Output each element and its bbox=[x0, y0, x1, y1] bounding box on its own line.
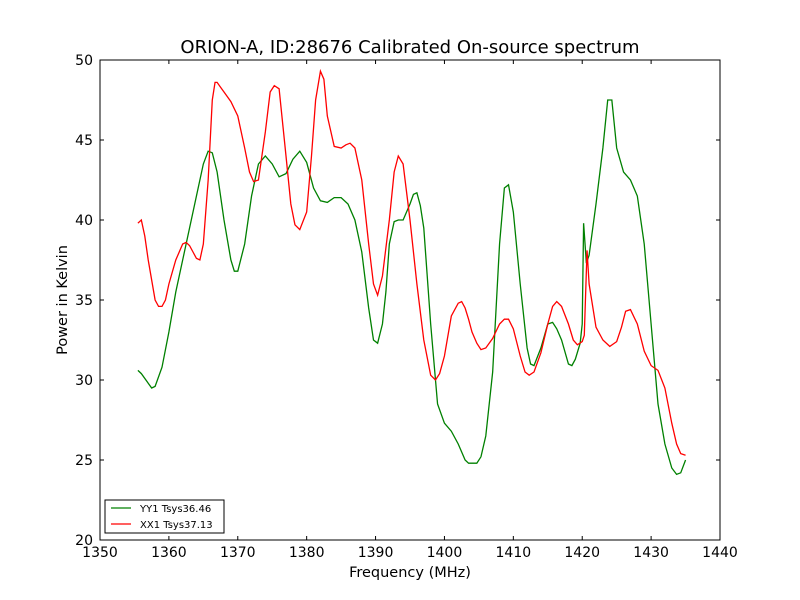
x-tick-label: 1410 bbox=[496, 545, 532, 561]
y-axis-label: Power in Kelvin bbox=[55, 245, 71, 355]
x-tick-label: 1390 bbox=[358, 545, 394, 561]
y-tick-label: 50 bbox=[75, 53, 93, 69]
y-tick-label: 40 bbox=[75, 213, 93, 229]
legend-box bbox=[104, 499, 225, 534]
x-axis: 1350 1360 1370 1380 1390 1400 1410 1420 1430 1440 bbox=[82, 60, 738, 561]
y-tick-label: 45 bbox=[75, 133, 93, 149]
chart-title: ORION-A, ID:28676 Calibrated On-source s… bbox=[180, 37, 639, 58]
y-tick-label: 20 bbox=[75, 533, 93, 549]
x-tick-label: 1430 bbox=[633, 545, 669, 561]
x-tick-label: 1360 bbox=[151, 545, 187, 561]
series-line-1 bbox=[137, 68, 686, 456]
y-tick-label: 35 bbox=[75, 293, 93, 309]
y-tick-label: 30 bbox=[75, 373, 93, 389]
x-tick-label: 1440 bbox=[702, 545, 738, 561]
x-tick-label: 1420 bbox=[564, 545, 600, 561]
x-axis-label: Frequency (MHz) bbox=[349, 565, 471, 581]
x-tick-label: 1400 bbox=[427, 545, 463, 561]
x-tick-label: 1350 bbox=[82, 545, 118, 561]
y-axis: 20 25 30 35 40 45 50 bbox=[75, 53, 720, 549]
x-tick-label: 1370 bbox=[220, 545, 256, 561]
y-tick-label: 25 bbox=[75, 453, 93, 469]
legend-label-1: XX1 Tsys37.13 bbox=[140, 520, 213, 531]
plot-lines bbox=[137, 68, 687, 476]
legend: YY1 Tsys36.46 XX1 Tsys37.13 bbox=[104, 499, 225, 534]
x-tick-label: 1380 bbox=[289, 545, 325, 561]
legend-label-0: YY1 Tsys36.46 bbox=[139, 504, 211, 515]
